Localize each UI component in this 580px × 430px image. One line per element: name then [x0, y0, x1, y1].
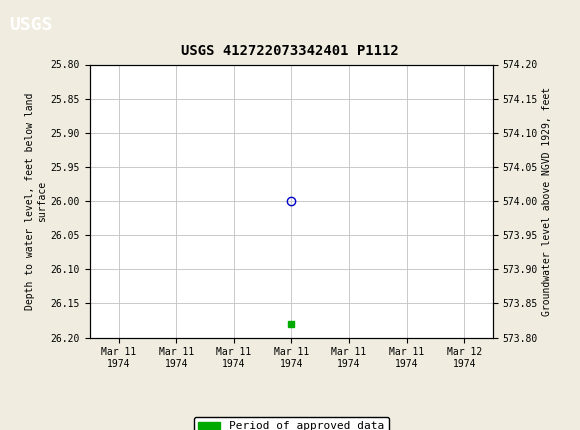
Y-axis label: Depth to water level, feet below land
surface: Depth to water level, feet below land su…: [25, 92, 46, 310]
Text: USGS 412722073342401 P1112: USGS 412722073342401 P1112: [181, 44, 399, 58]
Text: USGS: USGS: [9, 16, 52, 34]
Y-axis label: Groundwater level above NGVD 1929, feet: Groundwater level above NGVD 1929, feet: [542, 86, 552, 316]
Legend: Period of approved data: Period of approved data: [194, 417, 389, 430]
